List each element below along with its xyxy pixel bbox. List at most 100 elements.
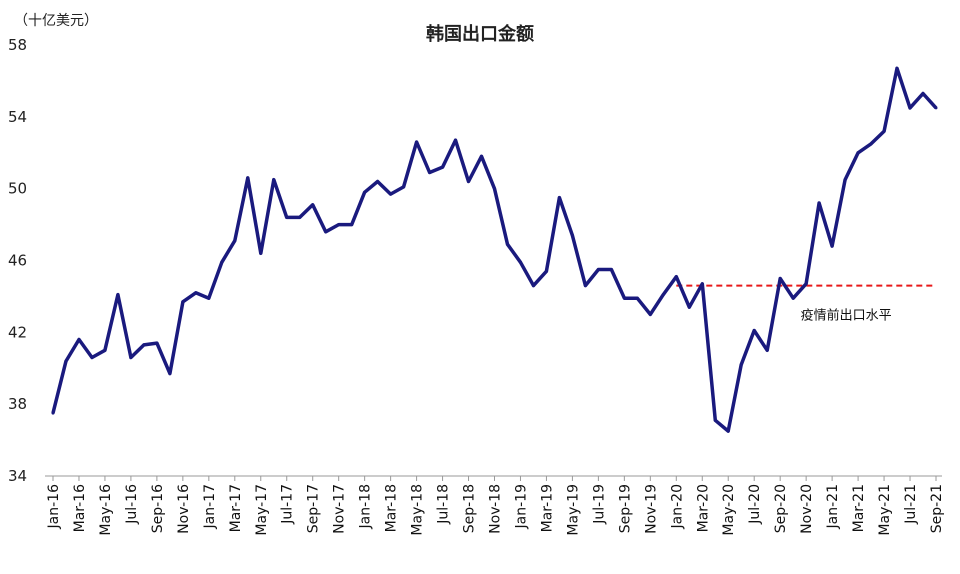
x-tick-label: Jul-19 xyxy=(591,484,607,525)
data-point xyxy=(324,230,328,234)
x-tick-label: Jul-21 xyxy=(903,484,919,525)
y-tick-label: 58 xyxy=(8,36,27,54)
series-line xyxy=(51,66,938,433)
x-tick-label: Jul-16 xyxy=(124,484,140,525)
x-tick-label: Mar-18 xyxy=(384,484,400,532)
data-point xyxy=(363,190,367,194)
x-tick-label: Mar-20 xyxy=(695,484,711,532)
data-point xyxy=(596,267,600,271)
data-point xyxy=(635,296,639,300)
x-tick-label: Nov-16 xyxy=(176,484,192,534)
y-tick-label: 42 xyxy=(8,323,27,341)
y-tick-label: 50 xyxy=(8,180,27,198)
data-point xyxy=(726,429,730,433)
x-tick-label: May-17 xyxy=(254,484,270,536)
data-point xyxy=(103,348,107,352)
x-tick-label: Sep-16 xyxy=(150,484,166,533)
x-tick-label: Mar-17 xyxy=(228,484,244,532)
data-point xyxy=(674,275,678,279)
x-tick-label: Mar-21 xyxy=(851,484,867,532)
data-point xyxy=(116,293,120,297)
data-point xyxy=(531,284,535,288)
data-point xyxy=(402,185,406,189)
y-axis-ticks: 34 38 42 46 50 54 58 xyxy=(8,36,27,485)
data-point xyxy=(298,215,302,219)
data-point xyxy=(895,66,899,70)
series-group xyxy=(51,66,938,433)
data-point xyxy=(467,179,471,183)
x-tick-label: Mar-16 xyxy=(72,484,88,532)
data-point xyxy=(168,372,172,376)
y-tick-label: 54 xyxy=(8,108,27,126)
data-point xyxy=(921,91,925,95)
data-point xyxy=(830,244,834,248)
y-tick-label: 34 xyxy=(8,467,27,485)
data-point xyxy=(350,223,354,227)
data-point xyxy=(752,329,756,333)
data-point xyxy=(934,106,938,110)
reference-line-label: 疫情前出口水平 xyxy=(801,308,892,324)
data-point xyxy=(778,276,782,280)
x-tick-label: Jan-21 xyxy=(825,484,841,529)
data-point xyxy=(661,293,665,297)
data-point xyxy=(908,106,912,110)
data-point xyxy=(285,215,289,219)
data-point xyxy=(713,418,717,422)
data-point xyxy=(882,129,886,133)
data-point xyxy=(454,138,458,142)
data-point xyxy=(739,363,743,367)
data-point xyxy=(648,312,652,316)
y-tick-label: 38 xyxy=(8,395,27,413)
data-point xyxy=(337,223,341,227)
x-tick-label: May-16 xyxy=(98,484,114,536)
data-point xyxy=(817,201,821,205)
data-point xyxy=(518,260,522,264)
data-point xyxy=(129,355,133,359)
unit-label: （十亿美元） xyxy=(14,13,98,29)
data-point xyxy=(194,291,198,295)
y-tick-label: 46 xyxy=(8,252,27,270)
data-point xyxy=(311,203,315,207)
data-point xyxy=(220,260,224,264)
x-tick-label: May-21 xyxy=(877,484,893,536)
x-tick-label: Mar-19 xyxy=(539,484,555,532)
data-point xyxy=(181,300,185,304)
data-point xyxy=(155,341,159,345)
data-point xyxy=(51,411,55,415)
data-point xyxy=(700,282,704,286)
data-point xyxy=(505,242,509,246)
data-point xyxy=(557,196,561,200)
data-point xyxy=(376,179,380,183)
data-point xyxy=(389,192,393,196)
data-point xyxy=(843,178,847,182)
data-point xyxy=(869,142,873,146)
x-tick-label: Jan-20 xyxy=(669,484,685,529)
data-point xyxy=(856,151,860,155)
data-point xyxy=(272,178,276,182)
data-point xyxy=(622,296,626,300)
data-point xyxy=(609,267,613,271)
reference-line-group: 疫情前出口水平 xyxy=(676,284,936,324)
data-point xyxy=(804,282,808,286)
data-point xyxy=(233,239,237,243)
x-tick-label: Sep-20 xyxy=(773,484,789,533)
x-tick-label: Jan-17 xyxy=(202,484,218,529)
x-tick-label: May-20 xyxy=(721,484,737,536)
chart-title: 韩国出口金额 xyxy=(426,24,534,45)
x-tick-label: Jul-18 xyxy=(436,484,452,525)
data-point xyxy=(765,348,769,352)
data-point xyxy=(77,338,81,342)
data-point xyxy=(142,343,146,347)
data-point xyxy=(570,233,574,237)
x-tick-label: Sep-17 xyxy=(306,484,322,533)
x-tick-label: Nov-20 xyxy=(799,484,815,534)
data-point xyxy=(687,305,691,309)
x-tick-label: Jan-16 xyxy=(46,484,62,530)
x-tick-label: Jan-18 xyxy=(358,484,374,529)
data-point xyxy=(259,251,263,255)
data-point xyxy=(480,154,484,158)
data-point xyxy=(428,171,432,175)
x-tick-label: Jan-19 xyxy=(513,484,529,529)
data-point xyxy=(441,165,445,169)
